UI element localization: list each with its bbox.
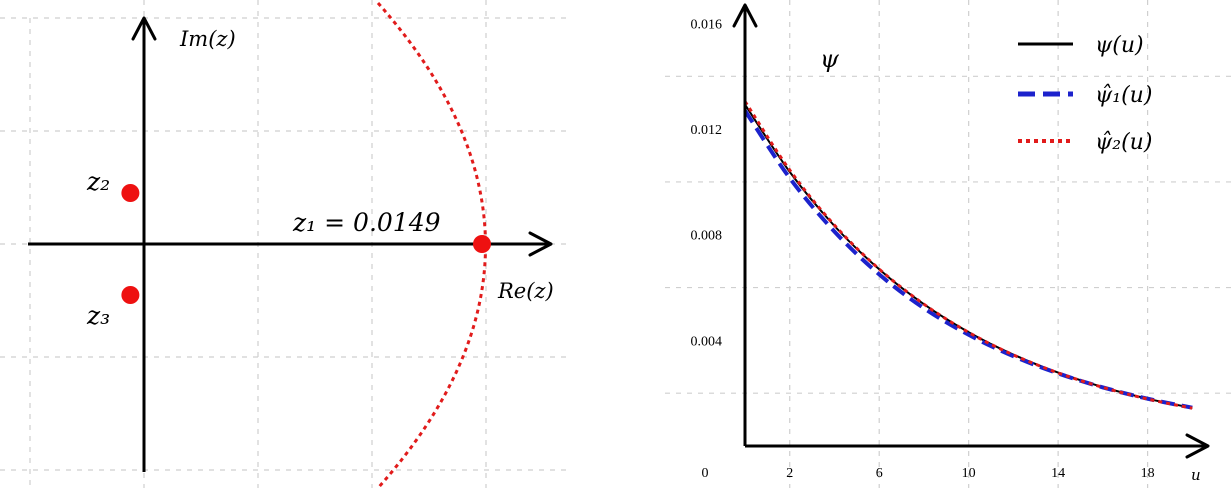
- psi-legend: ψ(u) ψ̂₁(u) ψ̂₂(u): [1018, 33, 1152, 155]
- real-axis-arrowhead: [528, 231, 553, 257]
- psi-y-label: ψ: [820, 45, 840, 73]
- imag-axis-arrowhead: [131, 16, 157, 41]
- z2-label: z₂: [86, 167, 110, 196]
- y-tick-label: 0.004: [691, 334, 723, 349]
- circle-arc: [376, 2, 487, 489]
- pole-z2: [121, 184, 140, 202]
- pole-z3: [121, 286, 140, 304]
- psi-series: [743, 100, 1193, 410]
- z1-label: z₁ = 0.0149: [292, 208, 441, 237]
- pole-points: [121, 184, 491, 304]
- psi-x-label: u: [1191, 466, 1201, 484]
- psi-plot-grid: [665, 0, 1231, 488]
- legend-label-1: ψ(u): [1095, 33, 1144, 58]
- legend-label-3: ψ̂₂(u): [1095, 130, 1152, 155]
- legend-label-2: ψ̂₁(u): [1095, 83, 1152, 108]
- x-tick-label: 2: [786, 466, 793, 481]
- psi-tick-labels: 0 2 6 10 14 18 0.016 0.012 0.008 0.004: [691, 17, 1155, 481]
- series-line-3: [743, 100, 1193, 410]
- pole-z1: [473, 235, 491, 253]
- x-tick-label: 18: [1141, 466, 1155, 481]
- complex-plane-panel: Im(z) Re(z) z₁ = 0.0149 z₂ z₃: [0, 0, 570, 489]
- real-axis-label: Re(z): [497, 279, 554, 303]
- imag-axis-label: Im(z): [179, 27, 236, 51]
- y-tick-label: 0.008: [691, 229, 723, 244]
- y-tick-label: 0.016: [691, 17, 723, 32]
- psi-y-axis-arrowhead: [732, 3, 758, 28]
- x-tick-label: 0: [702, 466, 709, 481]
- series-line-2: [743, 109, 1193, 410]
- x-tick-label: 14: [1051, 466, 1065, 481]
- y-tick-label: 0.012: [691, 123, 723, 138]
- x-tick-label: 6: [876, 466, 883, 481]
- psi-curve-panel: 0 2 6 10 14 18 0.016 0.012 0.008 0.004 ψ u ψ(u) ψ̂…: [665, 0, 1231, 488]
- x-tick-label: 10: [962, 466, 976, 481]
- psi-x-axis-arrowhead: [1185, 433, 1210, 459]
- z3-label: z₃: [86, 301, 110, 330]
